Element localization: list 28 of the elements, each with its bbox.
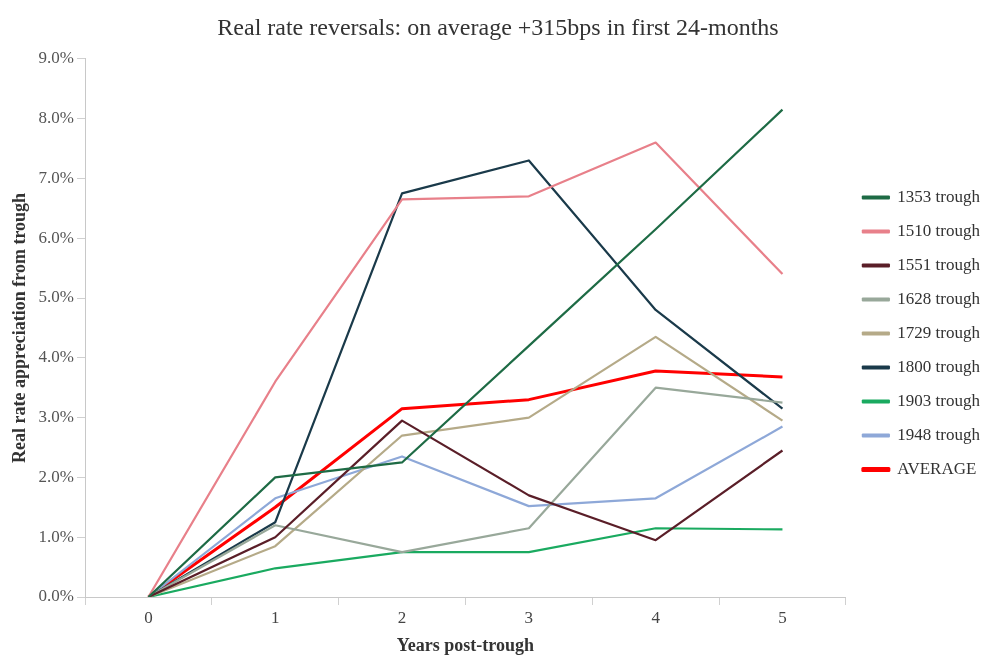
legend-label: 1353 trough	[897, 186, 981, 206]
y-tick-label: 9.0%	[38, 48, 75, 68]
y-tick-label: 7.0%	[38, 167, 75, 187]
x-tick-label: 2	[397, 607, 407, 627]
legend-label: AVERAGE	[897, 458, 977, 478]
x-tick-label: 4	[651, 607, 661, 627]
legend-label: 1948 trough	[897, 424, 981, 444]
y-tick-label: 0.0%	[38, 586, 75, 606]
x-tick-label: 0	[144, 607, 153, 627]
y-tick-label: 4.0%	[38, 347, 75, 367]
chart-title: Real rate reversals: on average +315bps in first 24-months	[217, 13, 779, 40]
y-tick-label: 6.0%	[38, 227, 75, 247]
x-tick-label: 3	[524, 607, 534, 627]
x-tick-label: 5	[778, 607, 787, 627]
y-tick-label: 8.0%	[38, 108, 75, 128]
x-tick-label: 1	[270, 607, 280, 627]
legend-label: 1729 trough	[897, 322, 981, 342]
y-tick-label: 5.0%	[38, 287, 75, 307]
legend-label: 1628 trough	[897, 288, 981, 308]
y-tick-label: 3.0%	[38, 407, 75, 427]
legend-label: 1551 trough	[897, 254, 981, 274]
y-tick-label: 1.0%	[38, 526, 75, 546]
legend-label: 1903 trough	[897, 390, 981, 410]
y-axis-title: Real rate appreciation from trough	[9, 192, 30, 463]
y-tick-label: 2.0%	[38, 466, 75, 486]
x-axis-title: Years post-trough	[396, 634, 535, 655]
legend-label: 1800 trough	[897, 356, 981, 376]
legend-label: 1510 trough	[897, 220, 981, 240]
